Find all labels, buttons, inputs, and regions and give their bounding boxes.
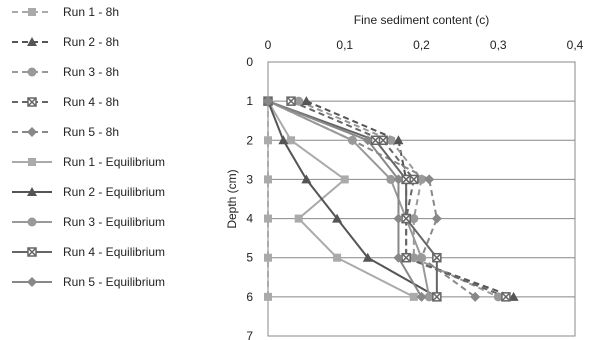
legend-label: Run 2 - Equilibrium: [63, 185, 165, 199]
data-point: [416, 291, 427, 302]
data-point: [378, 135, 388, 146]
series-line-run-2-8h: [305, 100, 514, 298]
y-tick-label: 7: [246, 329, 253, 340]
data-point: [424, 292, 434, 302]
x-tick-label: 0,3: [490, 38, 507, 52]
data-point: [409, 292, 418, 301]
legend-label: Run 5 - Equilibrium: [63, 275, 165, 289]
legend-label: Run 3 - Equilibrium: [63, 215, 165, 229]
x-tick-label: 0,4: [567, 38, 584, 52]
y-tick-label: 1: [246, 94, 253, 108]
series-line-run-2-equilibrium: [267, 100, 438, 298]
data-point: [264, 253, 272, 262]
data-point: [287, 136, 296, 145]
data-point: [278, 135, 289, 145]
legend-marker: [27, 247, 37, 257]
data-point: [333, 253, 342, 262]
data-point: [301, 174, 312, 184]
data-point: [362, 135, 373, 146]
legend-label: Run 1 - Equilibrium: [63, 155, 165, 169]
legend-label: Run 4 - 8h: [63, 95, 119, 109]
plot-frame: [267, 61, 576, 337]
legend-marker: [27, 127, 37, 137]
data-point: [340, 175, 349, 184]
legend-label: Run 5 - 8h: [63, 125, 119, 139]
data-point: [286, 96, 296, 106]
series-line-run-5-8h: [267, 100, 476, 298]
data-point: [393, 174, 404, 185]
series-line-run-4-equilibrium: [267, 100, 438, 297]
data-point: [263, 96, 273, 107]
legend-marker: [28, 158, 36, 166]
x-axis-title: Fine sediment content (c): [354, 13, 489, 27]
x-tick-label: 0,2: [413, 38, 430, 52]
data-point: [424, 174, 435, 185]
legend-marker: [27, 217, 37, 227]
data-point: [264, 136, 272, 145]
data-point: [264, 292, 272, 301]
legend-label: Run 1 - 8h: [63, 5, 119, 19]
y-tick-label: 6: [246, 290, 253, 304]
legend-marker: [27, 97, 37, 107]
y-axis-ticks: 0 1 2 3 4 5 6 7: [246, 55, 253, 340]
data-point: [362, 252, 373, 262]
data-point: [432, 292, 442, 302]
data-point: [432, 252, 442, 263]
x-axis-ticks: 0 0,1 0,2 0,3 0,4: [265, 38, 584, 52]
data-point: [417, 253, 426, 263]
data-point: [386, 135, 396, 145]
legend-label: Run 3 - 8h: [63, 65, 119, 79]
y-tick-label: 2: [246, 133, 253, 147]
data-point: [294, 214, 303, 223]
data-point: [264, 214, 272, 223]
data-point: [508, 291, 519, 301]
y-tick-label: 4: [246, 212, 253, 226]
x-tick-label: 0,1: [336, 38, 353, 52]
data-point: [501, 292, 511, 302]
legend-marker: [27, 37, 37, 46]
data-point: [264, 175, 272, 184]
series-line-run-5-equilibrium: [267, 100, 423, 298]
x-tick-label: 0: [265, 38, 272, 52]
series-line-run-4-8h: [290, 100, 507, 298]
data-point: [393, 252, 404, 263]
data-point: [431, 213, 442, 224]
legend-marker: [27, 277, 37, 287]
data-point: [409, 174, 419, 185]
y-tick-label: 0: [246, 55, 253, 69]
data-point: [417, 174, 426, 184]
data-point: [386, 174, 396, 184]
legend-label: Run 4 - Equilibrium: [63, 245, 165, 259]
y-tick-label: 3: [246, 172, 253, 186]
series-markers: [263, 96, 519, 302]
data-point: [409, 214, 419, 224]
data-point: [301, 96, 312, 106]
data-point: [393, 213, 404, 224]
legend-marker: [27, 67, 37, 77]
data-point: [347, 135, 357, 145]
data-point: [294, 96, 304, 106]
y-axis-title: Depth (cm): [225, 169, 239, 228]
y-tick-label: 5: [246, 251, 253, 265]
data-point: [493, 292, 503, 302]
data-point: [393, 135, 404, 145]
data-point: [332, 213, 343, 223]
plot-area: [263, 61, 576, 337]
legend-marker: [27, 187, 37, 196]
series-lines: [267, 100, 514, 298]
legend-label: Run 2 - 8h: [63, 35, 119, 49]
legend: Run 1 - 8h Run 2 - 8h Run 3 - 8h Run 4 - 8h…: [12, 5, 165, 289]
data-point: [470, 291, 481, 302]
legend-marker: [28, 8, 36, 16]
series-line-run-3-8h: [298, 100, 499, 298]
data-point: [409, 253, 419, 263]
